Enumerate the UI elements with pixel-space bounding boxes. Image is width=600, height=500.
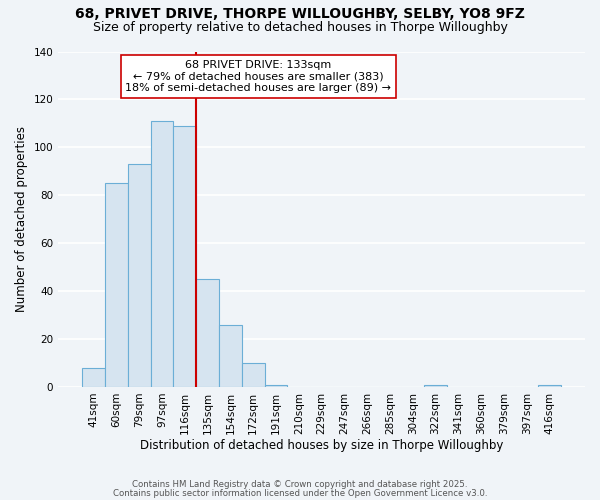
- Text: Contains public sector information licensed under the Open Government Licence v3: Contains public sector information licen…: [113, 488, 487, 498]
- Bar: [151, 121, 173, 387]
- Bar: [538, 384, 561, 387]
- Y-axis label: Number of detached properties: Number of detached properties: [15, 126, 28, 312]
- Text: Contains HM Land Registry data © Crown copyright and database right 2025.: Contains HM Land Registry data © Crown c…: [132, 480, 468, 489]
- Text: 68, PRIVET DRIVE, THORPE WILLOUGHBY, SELBY, YO8 9FZ: 68, PRIVET DRIVE, THORPE WILLOUGHBY, SEL…: [75, 8, 525, 22]
- Bar: [424, 384, 447, 387]
- Bar: [173, 126, 196, 387]
- Bar: [265, 384, 287, 387]
- Text: 68 PRIVET DRIVE: 133sqm
← 79% of detached houses are smaller (383)
18% of semi-d: 68 PRIVET DRIVE: 133sqm ← 79% of detache…: [125, 60, 391, 93]
- Text: Size of property relative to detached houses in Thorpe Willoughby: Size of property relative to detached ho…: [92, 21, 508, 34]
- Bar: [128, 164, 151, 387]
- Bar: [196, 279, 219, 387]
- Bar: [242, 363, 265, 387]
- Bar: [105, 184, 128, 387]
- Bar: [219, 324, 242, 387]
- X-axis label: Distribution of detached houses by size in Thorpe Willoughby: Distribution of detached houses by size …: [140, 440, 503, 452]
- Bar: [82, 368, 105, 387]
